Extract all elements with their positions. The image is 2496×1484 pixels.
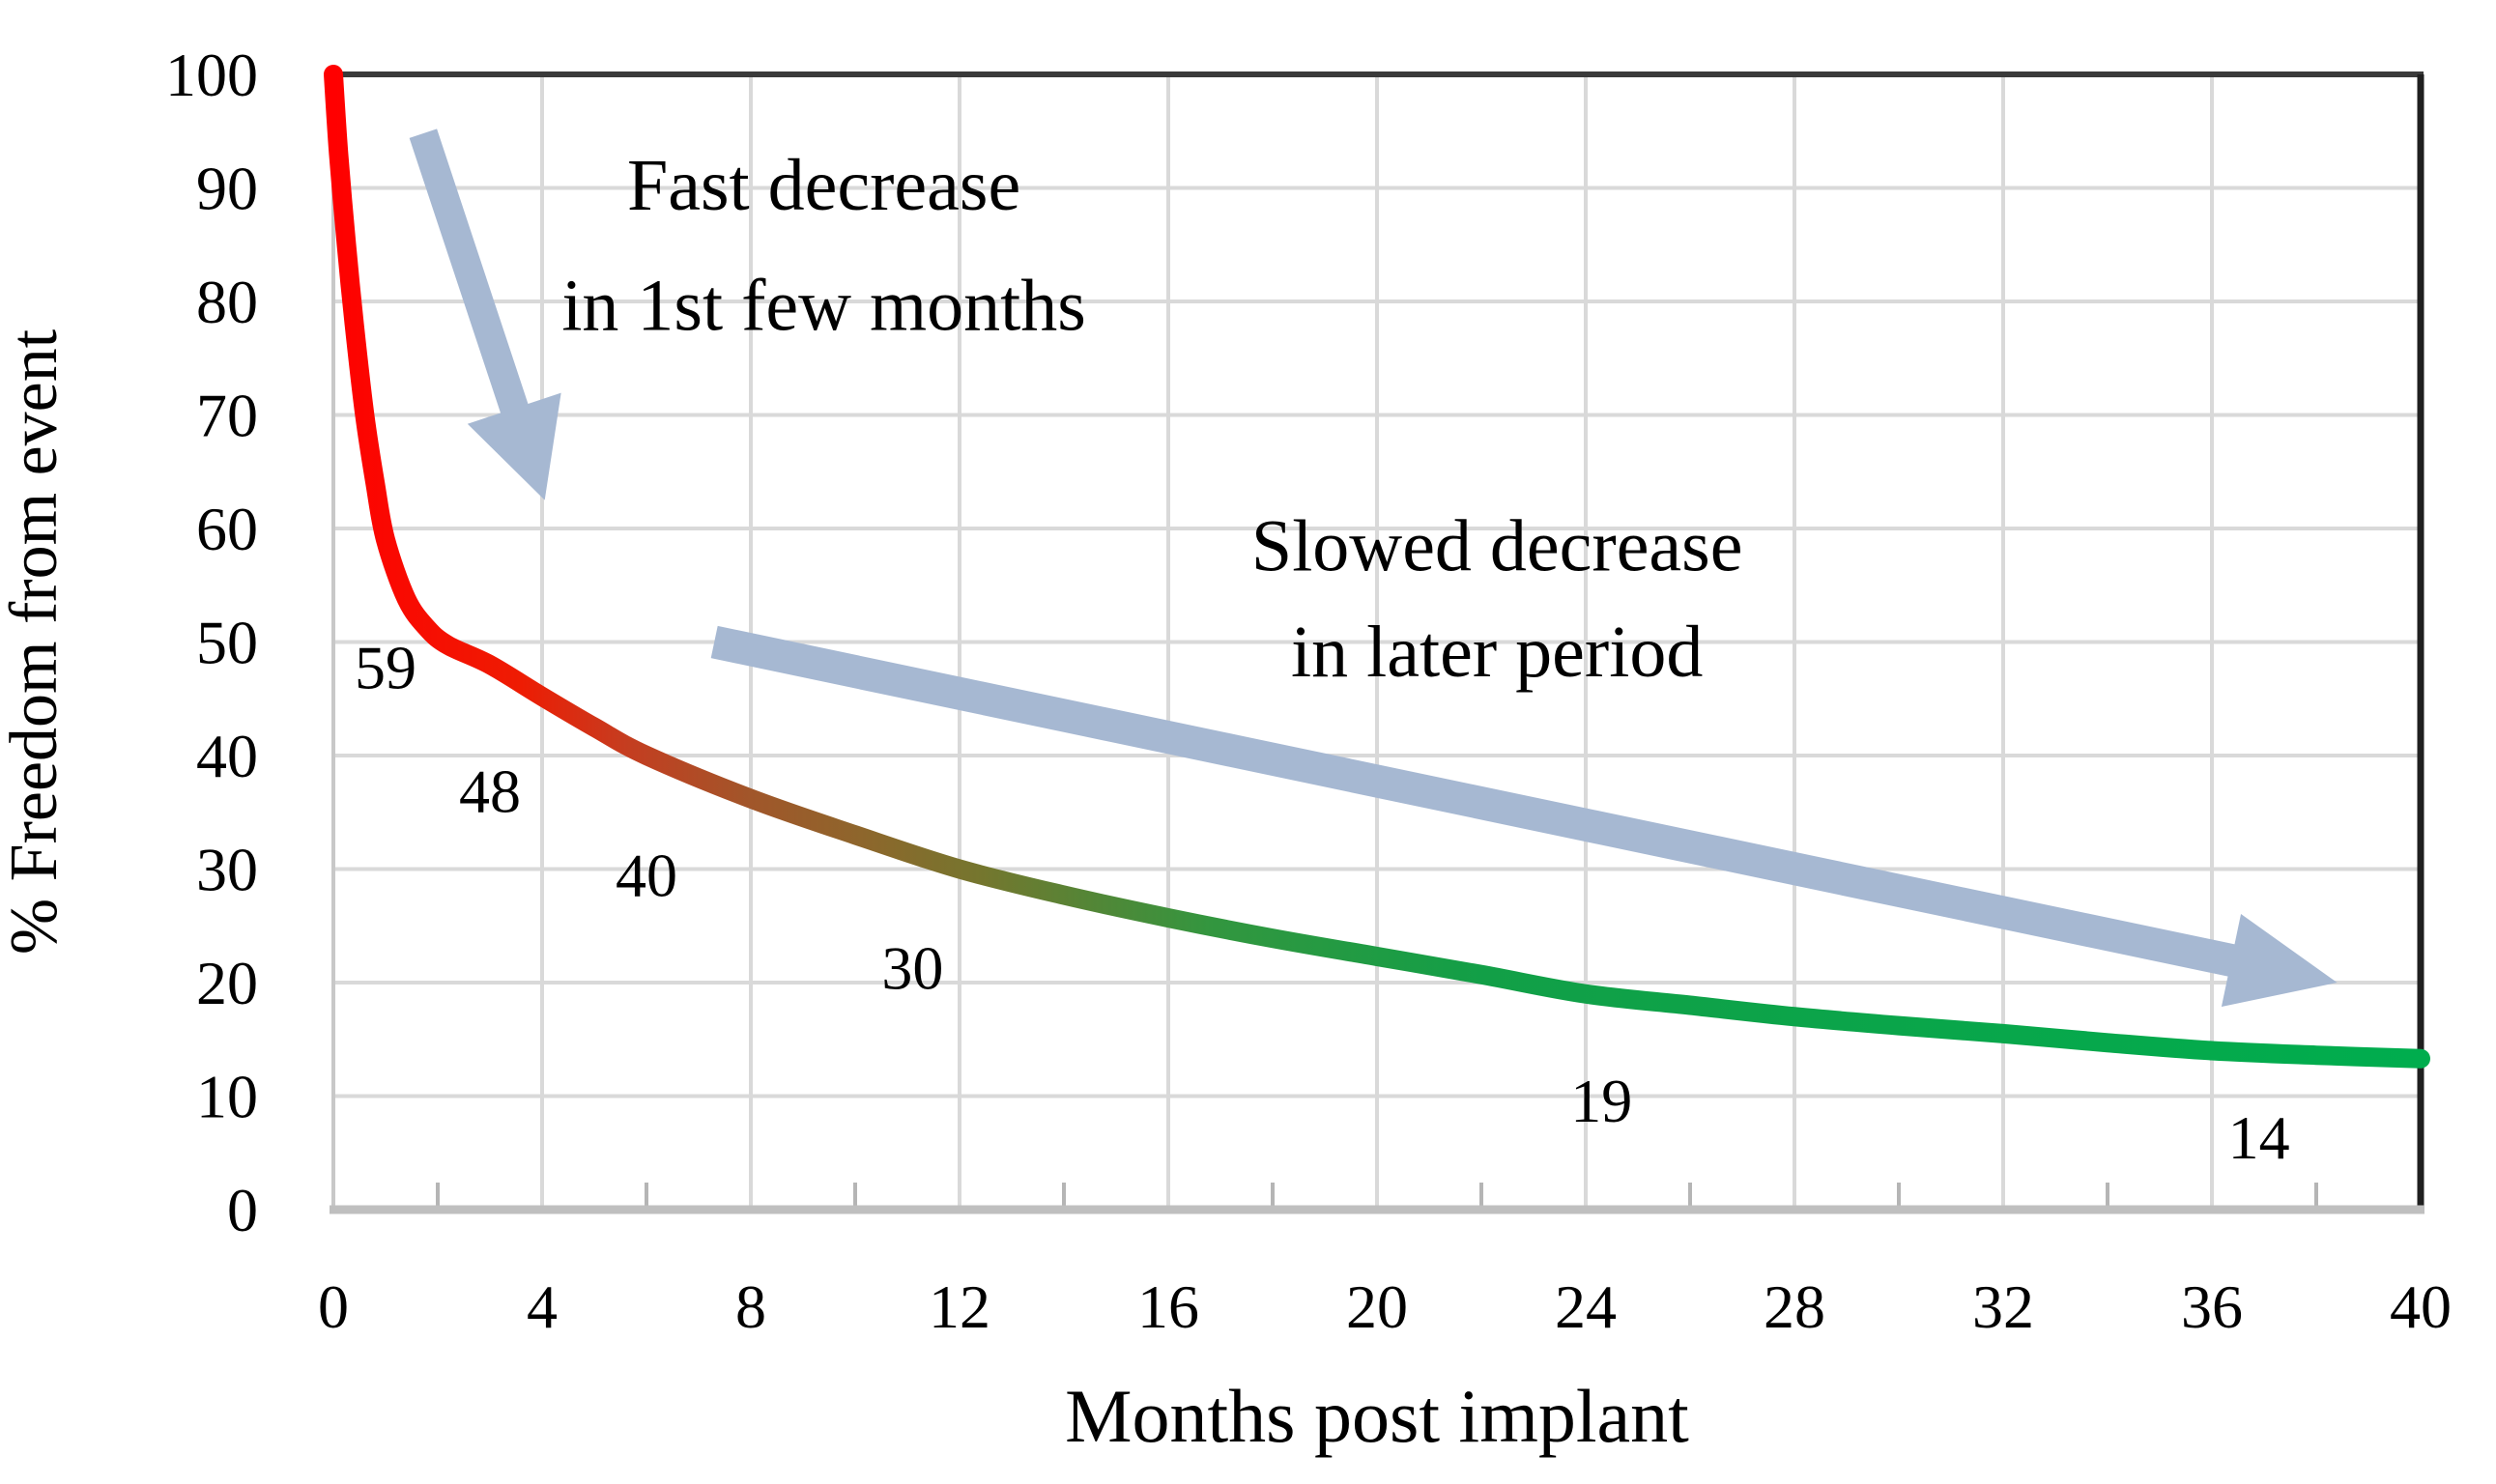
x-tick-label: 0 [318,1272,349,1341]
slowed-decrease-arrow-shaft [710,625,2243,979]
curve-value-label: 40 [616,841,677,909]
y-tick-label: 0 [227,1176,258,1244]
axes [330,71,2424,1214]
slowed-decrease-arrow [710,625,2338,1007]
fast-decrease-arrow-head [467,392,561,500]
y-tick-label: 60 [196,495,258,563]
x-minor-ticks [436,1183,2318,1210]
curve-value-label: 19 [1570,1067,1632,1135]
x-tick-label: 28 [1764,1272,1825,1341]
y-tick-label: 70 [196,382,258,450]
curve-point-labels: 59 48 40 30 19 14 [355,633,2290,1171]
annotation-fast-decrease-line1: Fast decrease [627,145,1020,226]
y-tick-label: 80 [196,268,258,336]
x-tick-label: 16 [1137,1272,1199,1341]
x-axis-title: Months post implant [1065,1374,1689,1458]
x-tick-label: 12 [929,1272,990,1341]
y-tick-label: 10 [196,1063,258,1131]
survival-curve [324,65,2430,1069]
gridlines [333,74,2421,1210]
curve-value-label: 59 [355,633,416,701]
slowed-decrease-arrow-head [2221,914,2338,1007]
curve-value-label: 48 [459,756,521,825]
annotation-slowed-decrease-line1: Slowed decrease [1251,506,1743,587]
y-tick-label: 90 [196,155,258,223]
annotation-fast-decrease-line2: in 1st few months [561,266,1086,347]
x-tick-label: 20 [1346,1272,1408,1341]
fast-decrease-arrow [409,128,561,500]
y-tick-label: 30 [196,836,258,904]
curve-value-label: 14 [2228,1103,2290,1172]
y-tick-labels: 0 10 20 30 40 50 60 70 80 90 100 [165,41,258,1244]
y-tick-label: 40 [196,722,258,790]
x-tick-label: 36 [2181,1272,2243,1341]
x-tick-label: 32 [1972,1272,2034,1341]
x-tick-labels: 0 4 8 12 16 20 24 28 32 36 40 [318,1272,2452,1341]
curve-value-label: 30 [881,934,943,1003]
y-tick-label: 20 [196,949,258,1017]
y-tick-label: 50 [196,609,258,677]
y-axis-title: % Freedom from event [0,328,72,955]
x-tick-label: 8 [735,1272,766,1341]
fast-decrease-arrow-shaft [409,128,531,421]
y-tick-label: 100 [165,41,258,109]
annotation-slowed-decrease-line2: in later period [1291,612,1703,693]
x-tick-label: 40 [2390,1272,2452,1341]
x-tick-label: 4 [527,1272,558,1341]
x-tick-label: 24 [1555,1272,1617,1341]
